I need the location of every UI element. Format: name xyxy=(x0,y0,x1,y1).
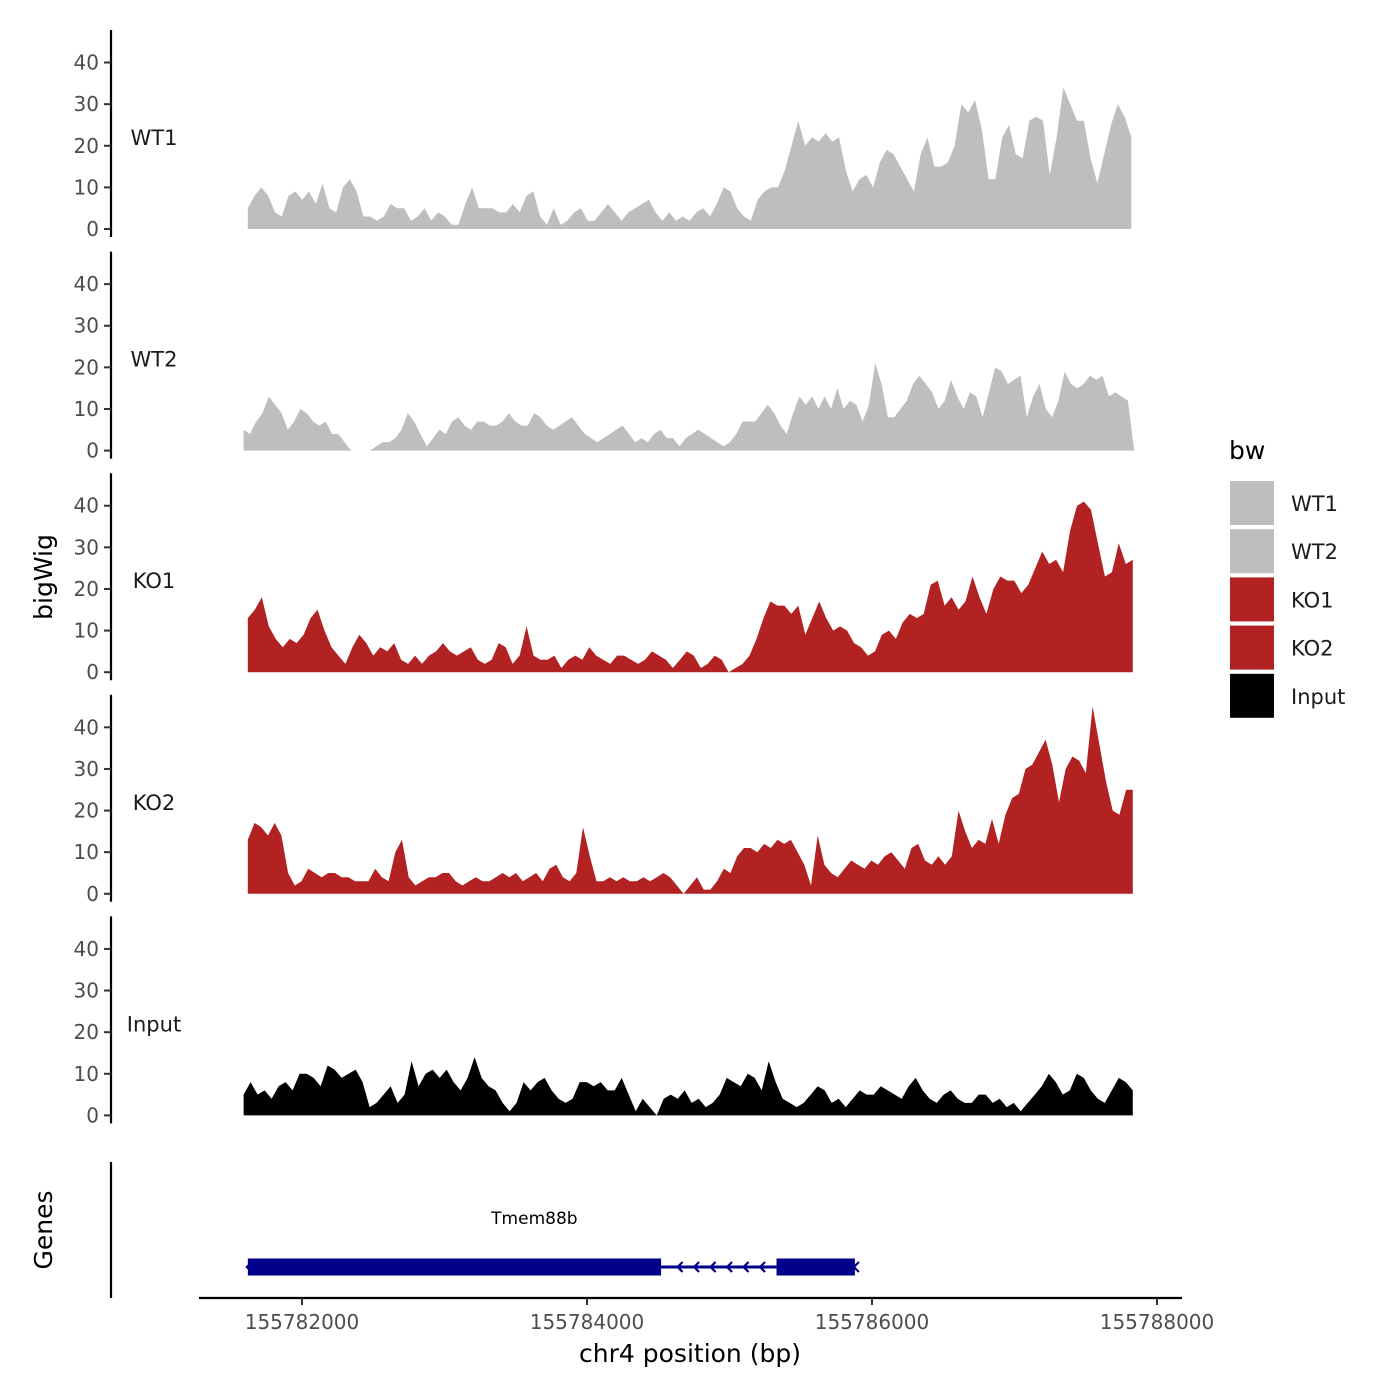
track-label-wt2: WT2 xyxy=(131,348,178,372)
legend: bw WT1 WT2 KO1 KO2 Input xyxy=(1229,436,1345,718)
gene-exon-1 xyxy=(247,1258,662,1276)
strand-arrow xyxy=(758,1261,766,1273)
y-tick-label-ko2-20: 20 xyxy=(74,799,99,823)
strand-arrow xyxy=(725,1261,733,1273)
track-label-wt1: WT1 xyxy=(131,126,178,150)
y-axis-title: bigWig xyxy=(29,534,58,620)
genes-axis-title: Genes xyxy=(29,1190,58,1269)
track-ko2: 0 10 20 30 40 KO2 xyxy=(74,694,1133,906)
y-tick-label-wt2-40: 40 xyxy=(74,272,99,296)
track-wt2: 0 10 20 30 40 WT2 xyxy=(74,251,1135,463)
x-axis-title: chr4 position (bp) xyxy=(579,1339,801,1368)
x-tick-label-155782000: 155782000 xyxy=(245,1310,360,1334)
y-tick-label-input-10: 10 xyxy=(74,1062,99,1086)
y-tick-label-ko2-30: 30 xyxy=(74,757,99,781)
y-tick-label-wt1-20: 20 xyxy=(74,134,99,158)
legend-title: bw xyxy=(1229,436,1265,465)
legend-key-wt1 xyxy=(1230,481,1274,525)
x-tick-label-155786000: 155786000 xyxy=(815,1310,930,1334)
area-wt2 xyxy=(243,363,1135,451)
y-tick-label-ko2-40: 40 xyxy=(74,715,99,739)
strand-arrow xyxy=(692,1261,700,1273)
y-tick-label-ko1-0: 0 xyxy=(86,660,99,684)
track-label-ko2: KO2 xyxy=(133,791,176,815)
track-label-ko1: KO1 xyxy=(133,569,176,593)
area-wt1 xyxy=(247,87,1132,229)
area-ko2 xyxy=(247,706,1133,894)
y-tick-label-input-40: 40 xyxy=(74,937,99,961)
strand-end-arrow-2 xyxy=(852,1261,860,1273)
legend-label-ko1: KO1 xyxy=(1291,588,1334,612)
x-axis: 155782000 155784000 155786000 155788000 xyxy=(199,1296,1215,1334)
y-tick-label-ko1-20: 20 xyxy=(74,577,99,601)
gene-exon-2 xyxy=(776,1258,855,1276)
y-tick-label-ko1-30: 30 xyxy=(74,535,99,559)
track-ko1: 0 10 20 30 40 KO1 xyxy=(74,473,1133,684)
legend-label-ko2: KO2 xyxy=(1291,637,1334,661)
strand-end-arrow-1 xyxy=(245,1261,253,1273)
track-label-input: Input xyxy=(127,1012,181,1036)
x-tick-label-155784000: 155784000 xyxy=(530,1310,645,1334)
y-tick-label-wt1-10: 10 xyxy=(74,175,99,199)
signal-tracks: 0 10 20 30 40 WT1 0 10 20 30 40 WT2 0 10 20 30 40 KO1 0 10 2… xyxy=(74,30,1135,1127)
y-tick-label-ko2-0: 0 xyxy=(86,882,99,906)
y-tick-label-wt2-30: 30 xyxy=(74,314,99,338)
y-tick-label-ko1-40: 40 xyxy=(74,494,99,518)
y-tick-label-input-30: 30 xyxy=(74,979,99,1003)
legend-key-ko1 xyxy=(1230,577,1274,622)
x-tick-label-155788000: 155788000 xyxy=(1100,1310,1215,1334)
area-ko1 xyxy=(247,501,1133,673)
y-tick-label-ko1-10: 10 xyxy=(74,619,99,643)
y-tick-label-input-0: 0 xyxy=(86,1103,99,1127)
legend-key-input xyxy=(1230,673,1274,718)
legend-label-wt2: WT2 xyxy=(1291,540,1338,564)
gene-label-tmem88b: Tmem88b xyxy=(490,1209,577,1229)
track-wt1: 0 10 20 30 40 WT1 xyxy=(74,30,1132,241)
legend-label-input: Input xyxy=(1291,685,1345,709)
legend-key-wt2 xyxy=(1230,529,1274,574)
y-tick-label-wt2-10: 10 xyxy=(74,397,99,421)
strand-arrow xyxy=(676,1261,684,1273)
y-tick-label-wt1-40: 40 xyxy=(74,51,99,75)
strand-arrow xyxy=(741,1261,750,1273)
gene-panel: Genes Tmem88b xyxy=(29,1162,860,1298)
y-tick-label-wt1-0: 0 xyxy=(86,217,99,241)
y-tick-label-wt2-0: 0 xyxy=(86,439,99,463)
gene-tmem88b: Tmem88b xyxy=(245,1209,860,1276)
legend-label-wt1: WT1 xyxy=(1291,492,1338,516)
y-tick-label-input-20: 20 xyxy=(74,1020,99,1044)
y-tick-label-wt1-30: 30 xyxy=(74,92,99,116)
track-input: 0 10 20 30 40 Input xyxy=(74,916,1133,1127)
legend-key-ko2 xyxy=(1230,625,1274,670)
y-tick-label-wt2-20: 20 xyxy=(74,355,99,379)
area-input xyxy=(243,1057,1133,1116)
strand-arrow xyxy=(709,1261,717,1273)
y-tick-label-ko2-10: 10 xyxy=(74,840,99,864)
